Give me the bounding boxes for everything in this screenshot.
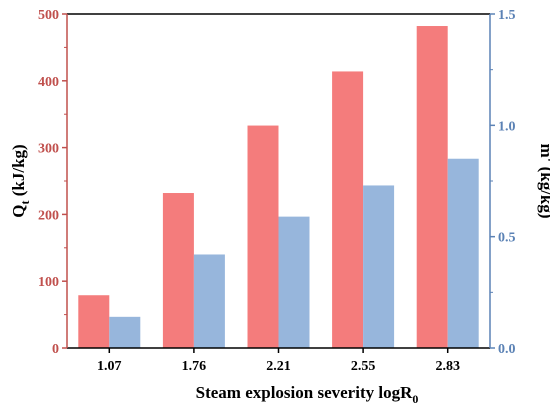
bar-qt-1.76 (162, 193, 194, 348)
bar-qt-2.83 (416, 26, 448, 349)
x-tick-label-2.83: 2.83 (435, 359, 460, 374)
y-left-tick-label-200: 200 (38, 208, 59, 223)
bar-qt-2.55 (332, 71, 364, 348)
x-tick-label-1.76: 1.76 (182, 359, 207, 374)
y-axis-left-title: Qt (kJ/kg) (9, 144, 32, 217)
y-right-tick-label-1.0: 1.0 (498, 119, 516, 134)
axes-group: 1.07 1.76 2.21 2.55 2.83 0 100 200 300 400 500 0.0 0… (38, 8, 516, 374)
y-left-tick-label-500: 500 (38, 8, 59, 23)
bar-m-2.21 (278, 216, 310, 348)
y-left-tick-label-400: 400 (38, 75, 59, 90)
bar-m-2.83 (447, 158, 479, 348)
bar-m-1.07 (109, 316, 141, 348)
x-tick-label-2.55: 2.55 (351, 359, 376, 374)
y-left-tick-label-0: 0 (52, 342, 59, 357)
y-left-tick-label-300: 300 (38, 142, 59, 157)
y-right-tick-label-1.5: 1.5 (498, 8, 516, 23)
bar-qt-1.07 (78, 295, 110, 348)
bar-m-2.55 (363, 185, 395, 348)
x-tick-label-1.07: 1.07 (97, 359, 122, 374)
y-axis-right-title: m' (kg/kg) (537, 143, 550, 218)
y-left-tick-label-100: 100 (38, 275, 59, 290)
y-right-tick-label-0.0: 0.0 (498, 342, 516, 357)
bar-qt-2.21 (247, 125, 279, 348)
x-axis-title: Steam explosion severity logR0 (196, 383, 419, 406)
bar-m-1.76 (193, 254, 225, 348)
y-right-tick-label-0.5: 0.5 (498, 231, 516, 246)
x-tick-label-2.21: 2.21 (266, 359, 291, 374)
labels-group: Steam explosion severity logR0 Qt (kJ/kg… (9, 143, 550, 406)
bars-group (78, 26, 479, 349)
